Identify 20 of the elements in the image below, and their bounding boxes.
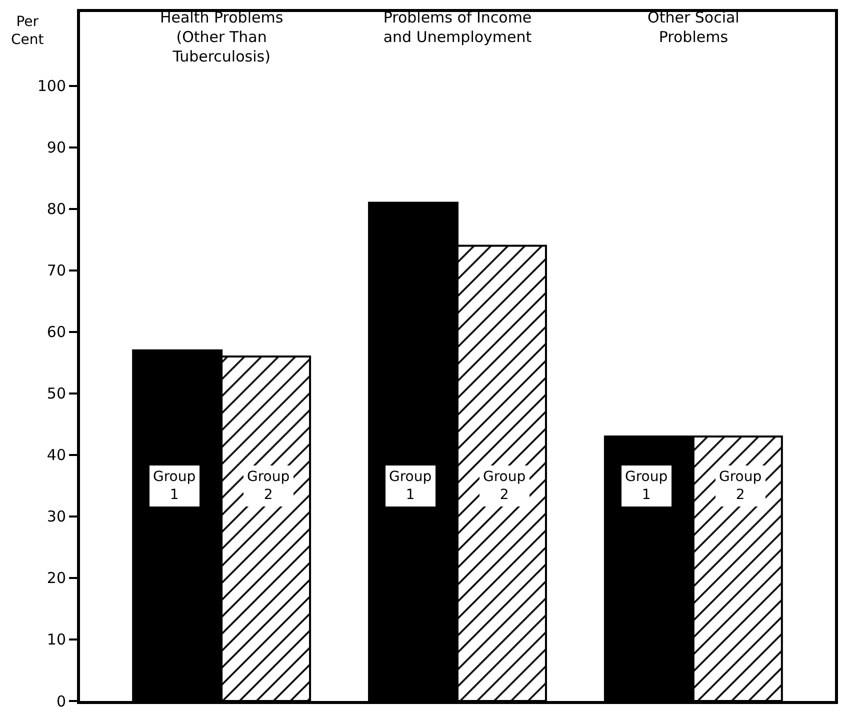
x-tick-label: Health Problems (Other Than Tuberculosis) — [160, 8, 284, 66]
annotation: Group 2 — [247, 469, 290, 504]
y-tick-label: 20 — [46, 569, 66, 588]
y-tick-label: 30 — [46, 508, 66, 526]
annotation: Group 1 — [625, 469, 668, 504]
x-tick-label: Other Social Problems — [648, 8, 740, 46]
annotation: Group 2 — [719, 469, 762, 504]
annotation: Group 1 — [389, 469, 432, 504]
y-tick-label: 100 — [37, 77, 66, 96]
y-tick-label: 70 — [46, 262, 66, 280]
y-tick-label: 60 — [46, 323, 66, 342]
y-tick-label: 90 — [46, 138, 66, 157]
y-tick-label: 40 — [46, 446, 66, 464]
y-tick-label: 0 — [56, 692, 66, 710]
annotation: Group 2 — [483, 469, 526, 504]
y-tick-label: 80 — [46, 200, 66, 218]
y-tick-label: 50 — [46, 384, 66, 403]
y-axis-title: Per Cent — [11, 14, 44, 48]
y-tick-label: 10 — [46, 630, 66, 649]
annotation: Group 1 — [153, 469, 196, 504]
